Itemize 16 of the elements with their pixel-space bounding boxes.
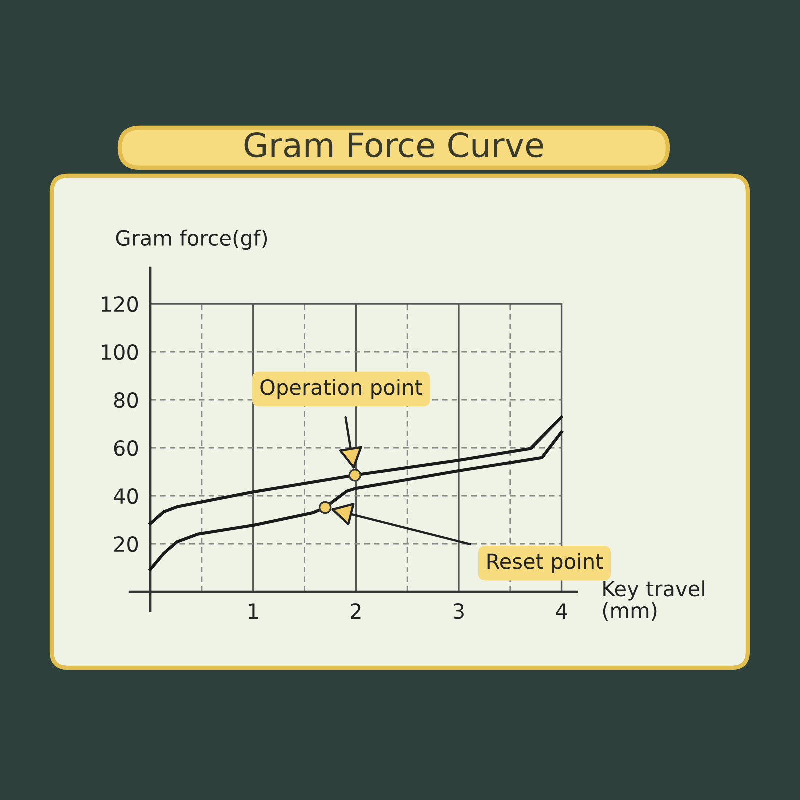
annotation: Reset point	[488, 553, 604, 574]
y-tick-label: 80	[114, 392, 138, 408]
y-tick-label: 60	[114, 440, 138, 456]
y-tick-label: 40	[114, 488, 138, 504]
x-axis-title: Key travel (mm)	[603, 580, 704, 621]
y-tick-label: 100	[102, 344, 138, 360]
y-tick-label: 120	[102, 296, 138, 312]
x-tick-label: 3	[454, 603, 464, 620]
x-tick-label: 4	[556, 604, 568, 619]
x-tick-label: 2	[351, 603, 361, 619]
x-tick-label: 1	[249, 604, 258, 619]
annotation: Operation point	[260, 379, 422, 400]
y-axis-title: Gram force(gf)	[116, 230, 268, 250]
chart-title: Gram Force Curve	[244, 132, 544, 158]
y-tick-label: 20	[114, 536, 138, 552]
line-series	[149, 416, 564, 526]
